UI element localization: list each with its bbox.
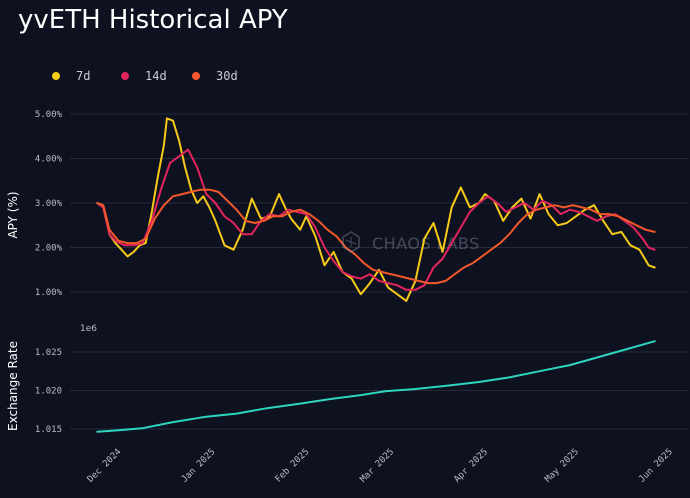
legend-marker	[192, 72, 200, 80]
chart-title: yvETH Historical APY	[18, 5, 288, 35]
exchange-rate-tick-label: 1.015	[35, 425, 62, 435]
apy-tick-label: 5.00%	[35, 110, 63, 120]
x-tick-label: Apr 2025	[452, 447, 490, 485]
x-tick-label: Mar 2025	[358, 447, 396, 485]
x-tick-label: May 2025	[543, 447, 581, 485]
legend-label: 30d	[216, 69, 238, 83]
legend-item-14d[interactable]: 14d	[121, 69, 167, 83]
legend: 7d 14d 30d	[52, 69, 238, 83]
exponent-label: 1e6	[80, 324, 97, 334]
exchange-rate-y-ticks: 1.015 1.020 1.025	[35, 348, 62, 435]
apy-y-ticks: 1.00% 2.00% 3.00% 4.00% 5.00%	[35, 110, 63, 298]
series-line-30d	[96, 188, 656, 285]
apy-panel: 1.00% 2.00% 3.00% 4.00% 5.00% CHAOS LABS APY…	[6, 110, 688, 302]
apy-series	[96, 117, 656, 302]
legend-item-30d[interactable]: 30d	[192, 69, 238, 83]
legend-marker	[121, 72, 129, 80]
exchange-rate-tick-label: 1.025	[35, 348, 62, 358]
legend-label: 7d	[76, 69, 90, 83]
exchange-rate-tick-label: 1.020	[35, 387, 62, 397]
exchange-rate-panel: 1.015 1.020 1.025 1e6 Exchange Rate Dec 20…	[6, 324, 688, 485]
exchange-rate-y-axis-label: Exchange Rate	[6, 341, 20, 431]
apy-tick-label: 1.00%	[35, 288, 63, 298]
apy-tick-label: 3.00%	[35, 199, 63, 209]
exchange-rate-gridlines	[70, 351, 688, 430]
watermark-text: CHAOS LABS	[372, 234, 480, 253]
x-tick-label: Jun 2025	[637, 447, 675, 485]
legend-label: 14d	[145, 69, 167, 83]
x-tick-label: Feb 2025	[274, 447, 312, 485]
legend-item-7d[interactable]: 7d	[52, 69, 90, 83]
x-tick-label: Dec 2024	[86, 447, 124, 485]
date-x-ticks: Dec 2024 Jan 2025 Feb 2025 Mar 2025 Apr 2025…	[86, 447, 675, 485]
apy-gridlines	[70, 113, 688, 293]
x-tick-label: Jan 2025	[180, 447, 218, 485]
apy-y-axis-label: APY (%)	[6, 191, 20, 238]
apy-tick-label: 2.00%	[35, 244, 63, 254]
exchange-rate-line	[96, 340, 656, 433]
series-line-14d	[96, 148, 656, 291]
apy-tick-label: 4.00%	[35, 155, 63, 165]
chaos-labs-logo-icon	[342, 231, 360, 253]
legend-marker	[52, 72, 60, 80]
exchange-rate-series	[96, 340, 656, 433]
